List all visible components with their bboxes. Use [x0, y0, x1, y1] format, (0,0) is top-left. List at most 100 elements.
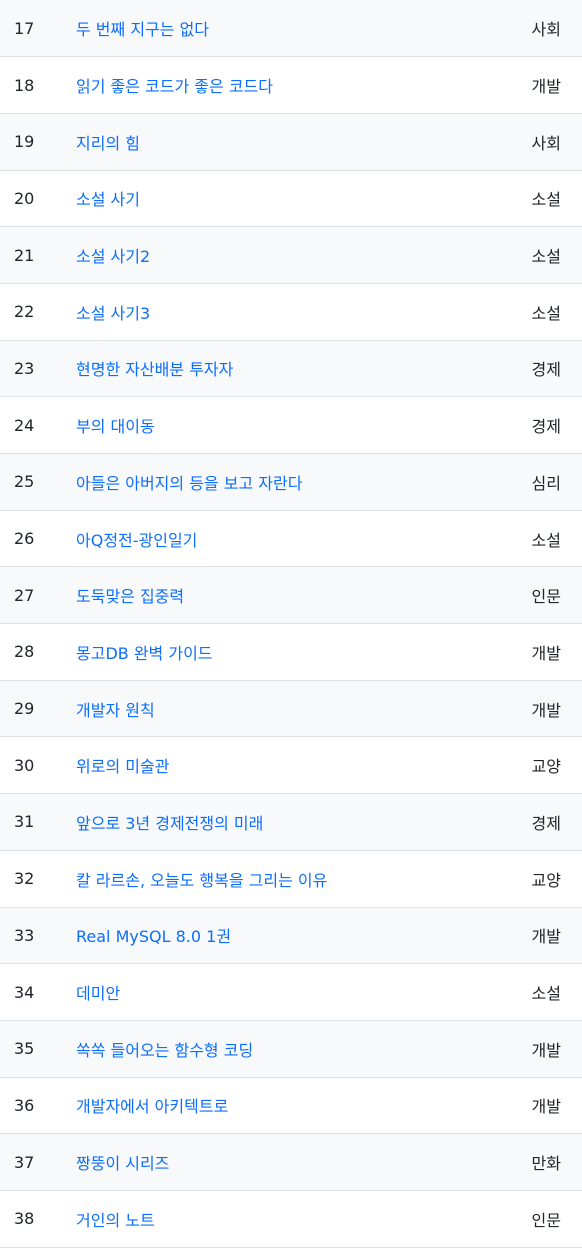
- book-title-link[interactable]: 아들은 아버지의 등을 보고 자란다: [76, 473, 303, 493]
- book-title-link[interactable]: 소설 사기2: [76, 247, 151, 267]
- row-number: 30: [0, 736, 76, 795]
- category-cell: 소설: [481, 510, 582, 568]
- row-number: 24: [0, 396, 76, 454]
- category-cell: 사회: [481, 113, 582, 171]
- table-row: 38 거인의 노트 인문: [0, 1190, 582, 1248]
- table-row: 24 부의 대이동 경제: [0, 396, 582, 454]
- book-title-link[interactable]: 데미안: [76, 984, 121, 1004]
- title-cell: 칼 라르손, 오늘도 행복을 그리는 이유: [76, 850, 481, 908]
- table-row: 32 칼 라르손, 오늘도 행복을 그리는 이유 교양: [0, 850, 582, 908]
- table-row: 31 앞으로 3년 경제전쟁의 미래 경제: [0, 793, 582, 851]
- book-title-link[interactable]: 칼 라르손, 오늘도 행복을 그리는 이유: [76, 870, 328, 890]
- title-cell: 부의 대이동: [76, 396, 481, 454]
- category-cell: 경제: [481, 396, 582, 454]
- row-number: 28: [0, 623, 76, 681]
- row-number: 21: [0, 226, 76, 284]
- table-row: 27 도둑맞은 집중력 인문: [0, 566, 582, 625]
- category-cell: 경제: [481, 340, 582, 398]
- row-number: 32: [0, 850, 76, 908]
- title-cell: 지리의 힘: [76, 113, 481, 171]
- category-cell: 개발: [481, 1020, 582, 1078]
- category-cell: 교양: [481, 850, 582, 908]
- category-cell: 소설: [481, 963, 582, 1021]
- category-cell: 개발: [481, 1077, 582, 1135]
- category-cell: 경제: [481, 793, 582, 851]
- book-title-link[interactable]: 부의 대이동: [76, 417, 155, 437]
- title-cell: 앞으로 3년 경제전쟁의 미래: [76, 793, 481, 851]
- title-cell: 아들은 아버지의 등을 보고 자란다: [76, 453, 481, 511]
- table-row: 37 짱뚱이 시리즈 만화: [0, 1133, 582, 1191]
- row-number: 22: [0, 283, 76, 341]
- table-row: 33 Real MySQL 8.0 1권 개발: [0, 907, 582, 965]
- row-number: 17: [0, 0, 76, 58]
- book-title-link[interactable]: 현명한 자산배분 투자자: [76, 360, 234, 380]
- book-title-link[interactable]: 개발자에서 아키텍트로: [76, 1097, 229, 1117]
- row-number: 36: [0, 1077, 76, 1135]
- table-row: 21 소설 사기2 소설: [0, 226, 582, 284]
- title-cell: Real MySQL 8.0 1권: [76, 907, 481, 965]
- row-number: 35: [0, 1020, 76, 1078]
- category-cell: 만화: [481, 1133, 582, 1191]
- book-title-link[interactable]: 개발자 원칙: [76, 700, 155, 720]
- title-cell: 소설 사기: [76, 170, 481, 228]
- title-cell: 거인의 노트: [76, 1190, 481, 1248]
- title-cell: 현명한 자산배분 투자자: [76, 340, 481, 398]
- table-row: 18 읽기 좋은 코드가 좋은 코드다 개발: [0, 56, 582, 114]
- category-cell: 소설: [481, 170, 582, 228]
- book-title-link[interactable]: 위로의 미술관: [76, 757, 170, 777]
- book-title-link[interactable]: 읽기 좋은 코드가 좋은 코드다: [76, 77, 273, 97]
- table-row: 30 위로의 미술관 교양: [0, 736, 582, 795]
- row-number: 31: [0, 793, 76, 851]
- category-cell: 인문: [481, 566, 582, 625]
- book-title-link[interactable]: 앞으로 3년 경제전쟁의 미래: [76, 813, 264, 833]
- book-title-link[interactable]: 아Q정전-광인일기: [76, 530, 198, 550]
- title-cell: 소설 사기3: [76, 283, 481, 341]
- title-cell: 개발자에서 아키텍트로: [76, 1077, 481, 1135]
- book-title-link[interactable]: 쏙쏙 들어오는 함수형 코딩: [76, 1040, 254, 1060]
- table-row: 26 아Q정전-광인일기 소설: [0, 510, 582, 568]
- category-cell: 소설: [481, 283, 582, 341]
- row-number: 26: [0, 510, 76, 568]
- book-title-link[interactable]: 지리의 힘: [76, 133, 140, 153]
- book-title-link[interactable]: Real MySQL 8.0 1권: [76, 927, 232, 947]
- category-cell: 개발: [481, 680, 582, 738]
- table-row: 19 지리의 힘 사회: [0, 113, 582, 171]
- book-title-link[interactable]: 거인의 노트: [76, 1210, 155, 1230]
- title-cell: 위로의 미술관: [76, 736, 481, 795]
- book-title-link[interactable]: 도둑맞은 집중력: [76, 587, 185, 607]
- title-cell: 짱뚱이 시리즈: [76, 1133, 481, 1191]
- book-title-link[interactable]: 짱뚱이 시리즈: [76, 1154, 170, 1174]
- table-row: 29 개발자 원칙 개발: [0, 680, 582, 738]
- row-number: 18: [0, 56, 76, 114]
- row-number: 23: [0, 340, 76, 398]
- title-cell: 데미안: [76, 963, 481, 1021]
- table-row: 17 두 번째 지구는 없다 사회: [0, 0, 582, 58]
- row-number: 38: [0, 1190, 76, 1248]
- title-cell: 읽기 좋은 코드가 좋은 코드다: [76, 56, 481, 114]
- row-number: 37: [0, 1133, 76, 1191]
- table-row: 20 소설 사기 소설: [0, 170, 582, 228]
- title-cell: 두 번째 지구는 없다: [76, 0, 481, 58]
- title-cell: 쏙쏙 들어오는 함수형 코딩: [76, 1020, 481, 1078]
- title-cell: 소설 사기2: [76, 226, 481, 284]
- table-row: 34 데미안 소설: [0, 963, 582, 1021]
- category-cell: 사회: [481, 0, 582, 58]
- row-number: 33: [0, 907, 76, 965]
- category-cell: 개발: [481, 907, 582, 965]
- book-title-link[interactable]: 몽고DB 완벽 가이드: [76, 643, 213, 663]
- table-row: 28 몽고DB 완벽 가이드 개발: [0, 623, 582, 681]
- table-row: 35 쏙쏙 들어오는 함수형 코딩 개발: [0, 1020, 582, 1078]
- book-title-link[interactable]: 소설 사기3: [76, 303, 151, 323]
- row-number: 34: [0, 963, 76, 1021]
- category-cell: 심리: [481, 453, 582, 511]
- book-title-link[interactable]: 두 번째 지구는 없다: [76, 20, 210, 40]
- table-row: 36 개발자에서 아키텍트로 개발: [0, 1077, 582, 1135]
- title-cell: 몽고DB 완벽 가이드: [76, 623, 481, 681]
- book-title-link[interactable]: 소설 사기: [76, 190, 140, 210]
- row-number: 20: [0, 170, 76, 228]
- title-cell: 아Q정전-광인일기: [76, 510, 481, 568]
- table-row: 23 현명한 자산배분 투자자 경제: [0, 340, 582, 398]
- category-cell: 개발: [481, 56, 582, 114]
